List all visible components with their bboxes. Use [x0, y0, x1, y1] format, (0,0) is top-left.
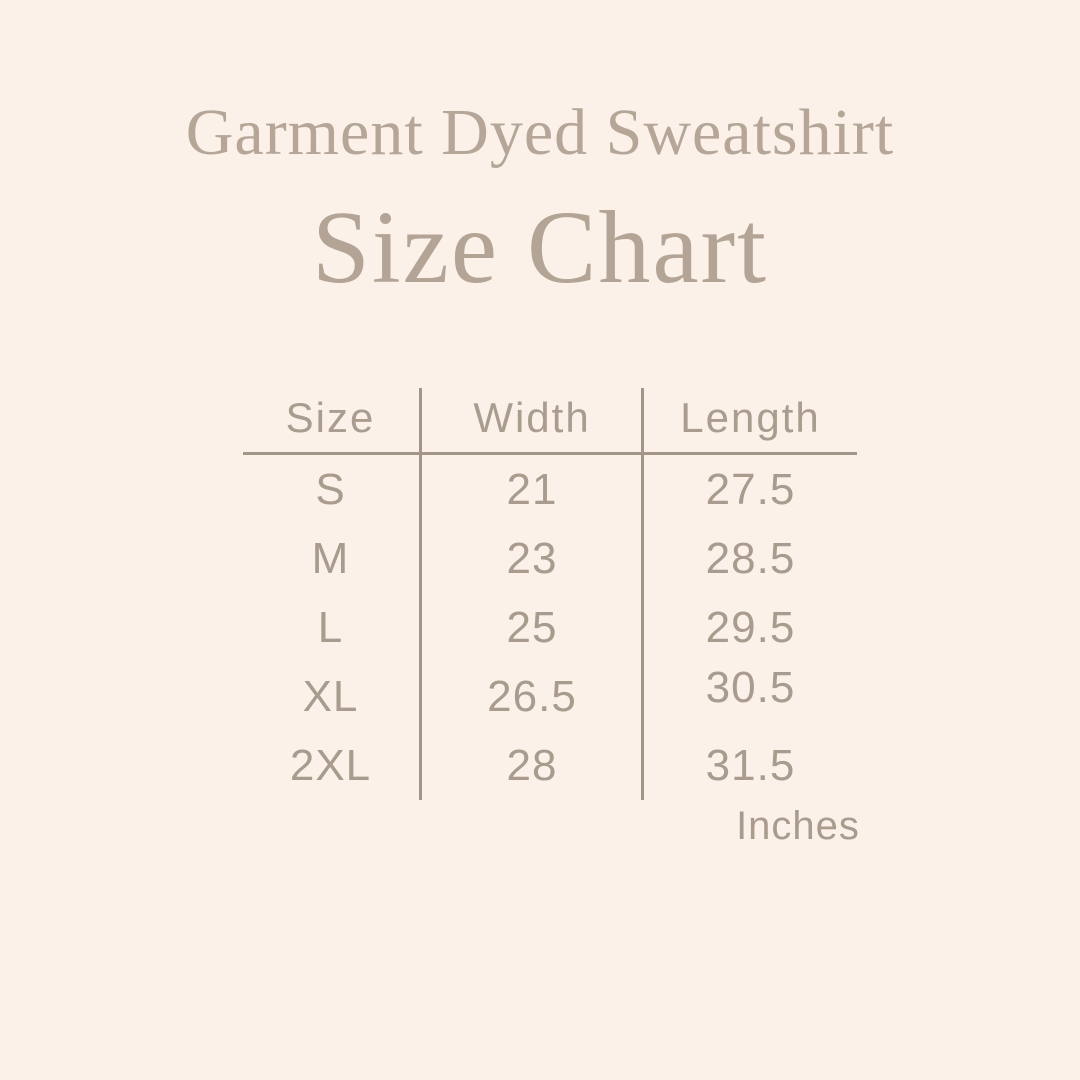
row-m-size: M — [311, 533, 350, 583]
unit-label: Inches — [736, 804, 860, 848]
row-s-width: 21 — [506, 464, 558, 514]
page-title: Size Chart — [311, 190, 769, 305]
row-2xl-width: 28 — [506, 740, 558, 790]
row-m-length: 28.5 — [705, 533, 796, 583]
column-header-size: Size — [285, 393, 376, 441]
row-l-size: L — [317, 602, 344, 652]
row-s-length: 27.5 — [705, 464, 796, 514]
header-rule — [243, 452, 857, 455]
row-m-width: 23 — [506, 533, 558, 583]
row-2xl-length: 31.5 — [705, 740, 796, 790]
column-header-length: Length — [680, 393, 821, 441]
row-xl-length: 30.5 — [705, 662, 796, 712]
size-table: Size Width Length S 21 27.5 M 23 28.5 L … — [240, 380, 858, 800]
row-l-width: 25 — [506, 602, 558, 652]
row-xl-size: XL — [302, 671, 359, 721]
row-l-length: 29.5 — [705, 602, 796, 652]
column-header-width: Width — [473, 393, 591, 441]
row-s-size: S — [315, 464, 346, 514]
row-xl-width: 26.5 — [487, 671, 577, 721]
column-divider-left — [419, 388, 422, 800]
column-divider-right — [641, 388, 644, 800]
product-title: Garment Dyed Sweatshirt — [185, 96, 895, 169]
row-2xl-size: 2XL — [289, 740, 372, 790]
